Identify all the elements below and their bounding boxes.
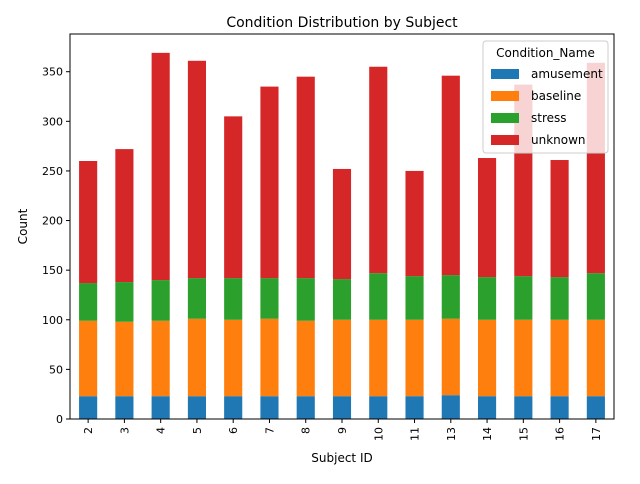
bar-baseline-16 [550,319,569,397]
chart-title: Condition Distribution by Subject [226,15,458,31]
x-tick-label: 7 [263,427,276,434]
legend-swatch-stress [491,113,519,123]
bar-stress-10 [369,273,388,320]
legend-label-unknown: unknown [531,133,586,147]
bar-baseline-6 [224,319,243,397]
bar-unknown-3 [115,149,134,283]
x-tick-label: 15 [517,427,530,441]
y-tick-label: 0 [56,413,63,426]
legend-label-amusement: amusement [531,67,603,81]
bar-unknown-8 [296,76,315,279]
bar-unknown-9 [332,168,352,280]
x-tick-label: 14 [481,427,494,441]
legend: Condition_Name amusement baseline stress unk… [482,40,609,154]
bar-baseline-8 [296,320,315,397]
bar-baseline-2 [79,320,98,397]
bar-unknown-16 [550,160,569,278]
bar-stress-17 [586,273,605,320]
x-tick-label: 8 [300,427,313,434]
bar-stress-4 [151,280,170,321]
y-tick-label: 150 [42,264,63,277]
y-tick-label: 250 [42,165,63,178]
bar-stress-8 [296,278,315,321]
legend-label-baseline: baseline [531,89,581,103]
bar-amusement-9 [332,396,352,419]
bar-stress-14 [478,277,497,320]
legend-swatch-amusement [491,69,519,79]
x-tick-label: 13 [445,427,458,441]
bar-amusement-14 [478,396,497,419]
x-ticks: 2 3 4 5 6 7 8 9 10 11 13 14 15 16 17 [82,419,603,441]
bar-amusement-8 [296,396,315,419]
bar-baseline-15 [514,319,533,397]
y-tick-label: 50 [49,363,63,376]
y-ticks: 0 50 100 150 200 250 300 350 [42,66,70,426]
bar-amusement-4 [151,396,170,419]
legend-title: Condition_Name [496,46,595,60]
bar-stress-13 [441,275,460,319]
bar-unknown-5 [187,60,206,279]
bar-amusement-2 [79,396,98,419]
bar-stress-15 [514,276,533,320]
bar-unknown-10 [369,66,388,274]
bar-baseline-4 [151,320,170,397]
bar-amusement-10 [369,396,388,419]
bar-baseline-3 [115,321,134,397]
bar-stress-6 [224,278,243,320]
bar-baseline-5 [187,318,206,397]
x-tick-label: 9 [336,427,349,434]
legend-swatch-baseline [491,91,519,101]
bar-unknown-14 [478,158,497,278]
bar-amusement-11 [405,396,424,419]
x-tick-label: 3 [118,427,131,434]
bar-baseline-10 [369,319,388,397]
bar-amusement-17 [586,396,605,419]
bar-baseline-7 [260,318,279,397]
y-tick-label: 300 [42,115,63,128]
x-tick-label: 6 [227,427,240,434]
bar-stress-2 [79,283,98,321]
y-tick-label: 100 [42,314,63,327]
x-tick-label: 4 [155,427,168,434]
bar-amusement-5 [187,396,206,419]
bar-amusement-3 [115,396,134,419]
bar-stress-5 [187,278,206,319]
bar-stress-16 [550,277,569,320]
bar-baseline-14 [478,319,497,397]
bar-unknown-4 [151,52,170,281]
bar-amusement-15 [514,396,533,419]
bar-amusement-16 [550,396,569,419]
x-tick-label: 11 [409,427,422,441]
legend-swatch-unknown [491,135,519,145]
x-tick-label: 5 [191,427,204,434]
x-tick-label: 10 [372,427,385,441]
x-tick-label: 16 [554,427,567,441]
legend-label-stress: stress [531,111,567,125]
bar-unknown-13 [441,75,460,276]
y-tick-label: 350 [42,66,63,79]
bar-amusement-13 [441,395,460,419]
bar-unknown-6 [224,116,243,279]
y-tick-label: 200 [42,215,63,228]
x-tick-label: 17 [590,427,603,441]
bar-baseline-9 [332,319,352,397]
bar-unknown-11 [405,170,424,277]
bar-amusement-7 [260,396,279,419]
bar-amusement-6 [224,396,243,419]
bar-unknown-7 [260,86,279,279]
bar-stress-11 [405,276,424,320]
y-axis-label: Count [16,208,30,244]
bar-stress-9 [332,279,352,320]
bar-baseline-13 [441,318,460,396]
x-axis-label: Subject ID [311,451,372,465]
bar-unknown-2 [79,161,98,284]
x-tick-label: 2 [82,427,95,434]
bar-stress-7 [260,278,279,319]
bar-baseline-11 [405,319,424,397]
bars [79,52,605,419]
bar-baseline-17 [586,319,605,397]
bar-stress-3 [115,282,134,322]
